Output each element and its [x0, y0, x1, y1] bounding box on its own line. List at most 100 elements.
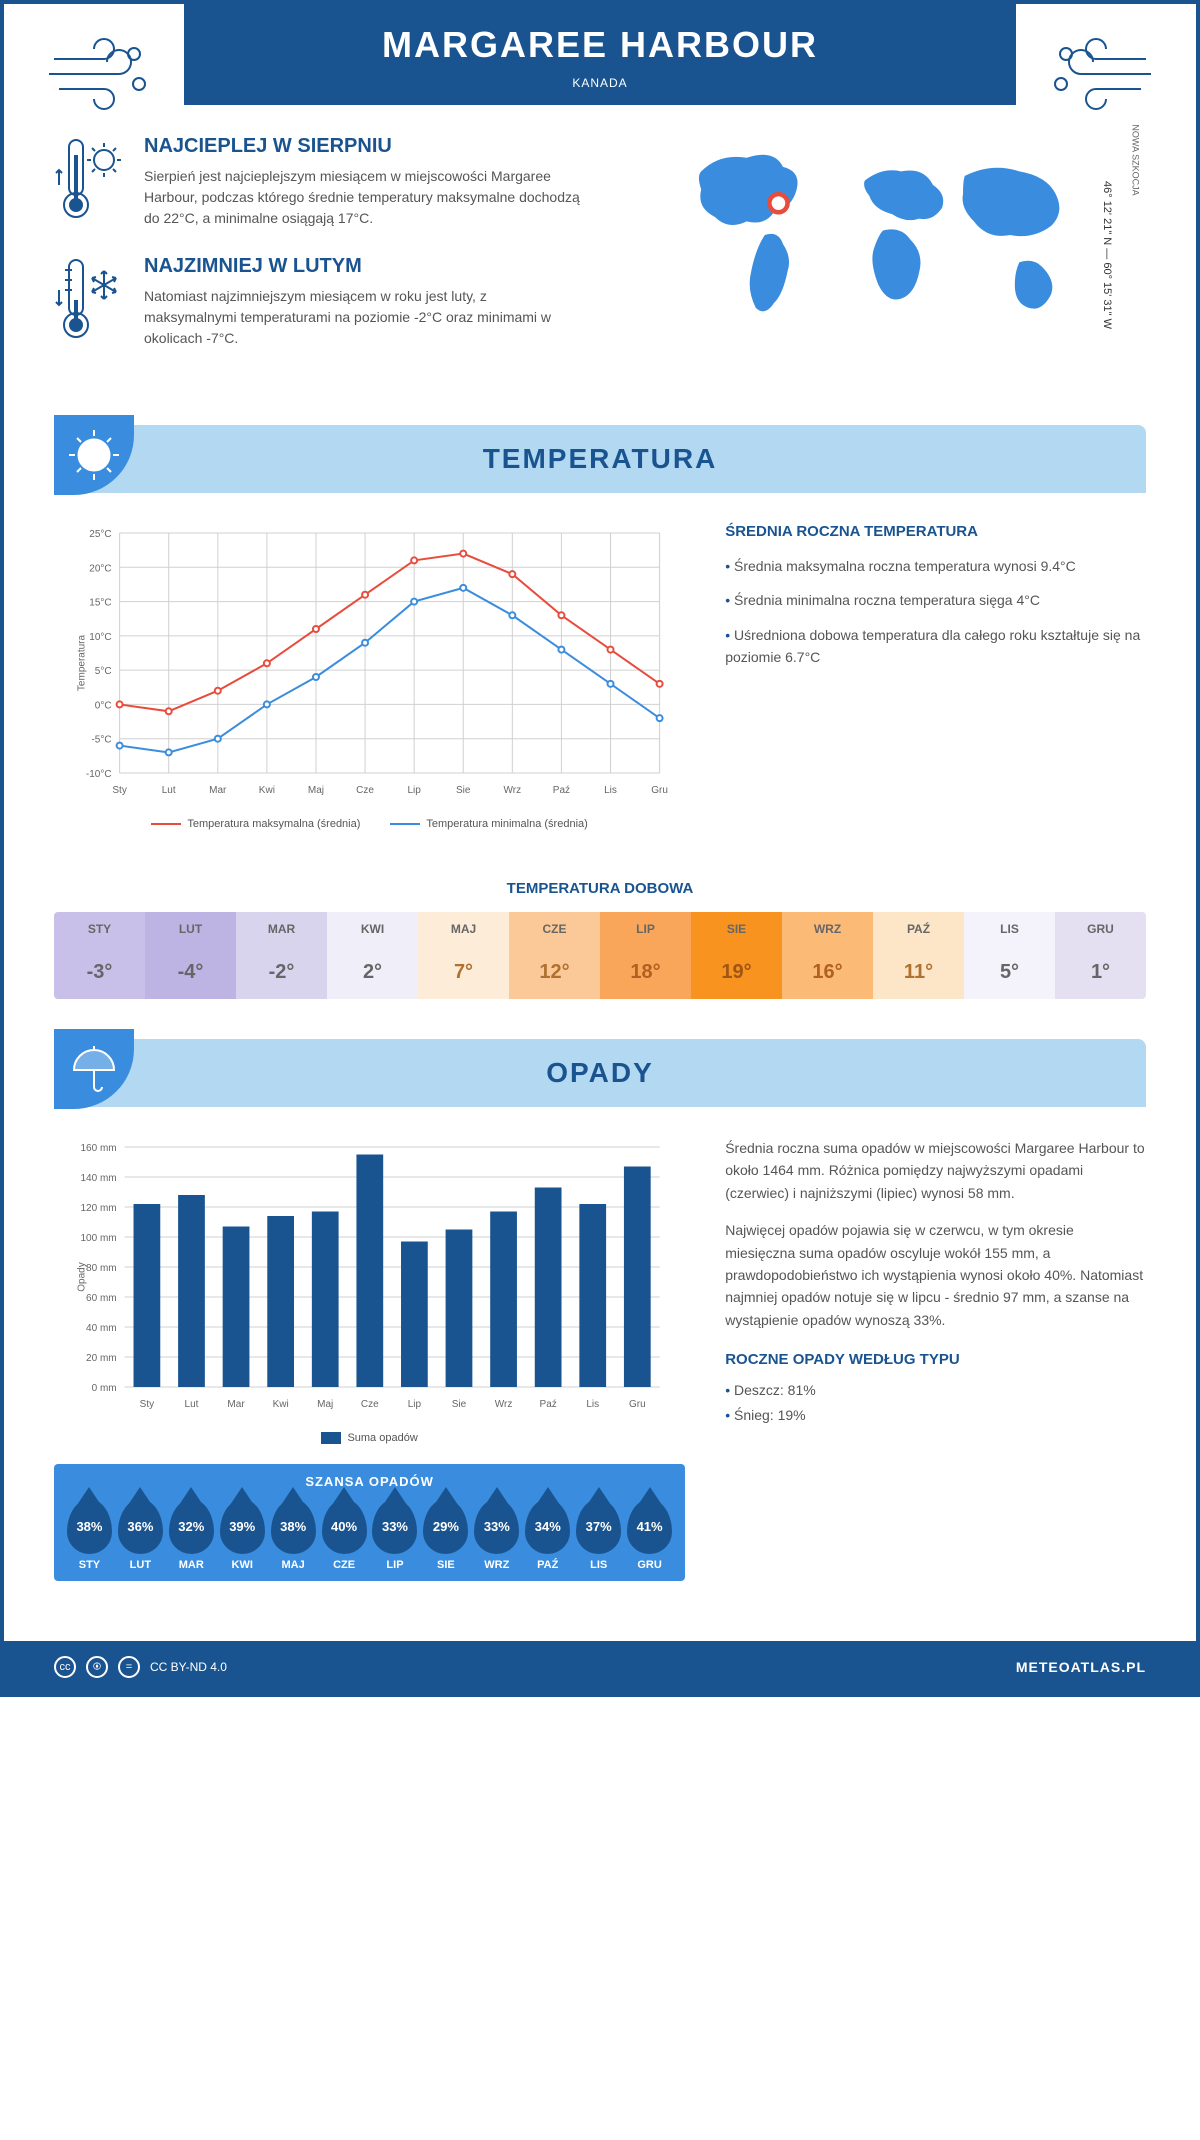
- temp-cell-value: 19°: [691, 946, 782, 999]
- temp-cell: LUT-4°: [145, 912, 236, 999]
- temp-cell: LIP18°: [600, 912, 691, 999]
- svg-text:60 mm: 60 mm: [86, 1293, 117, 1304]
- temp-cell-month: SIE: [691, 912, 782, 946]
- coldest-title: NAJZIMNIEJ W LUTYM: [144, 255, 580, 278]
- daily-temp-title: TEMPERATURA DOBOWA: [4, 880, 1196, 897]
- hottest-text: Sierpień jest najcieplejszym miesiącem w…: [144, 166, 580, 229]
- svg-text:Lip: Lip: [407, 785, 421, 796]
- sun-icon: [54, 415, 134, 495]
- svg-text:0°C: 0°C: [95, 700, 112, 711]
- temperature-body: -10°C-5°C0°C5°C10°C15°C20°C25°CStyLutMar…: [4, 493, 1196, 860]
- svg-text:Lut: Lut: [162, 785, 176, 796]
- cc-icon: cc: [54, 1656, 76, 1678]
- chance-month: CZE: [322, 1559, 367, 1571]
- temp-cell-month: PAŹ: [873, 912, 964, 946]
- by-icon: 🅯: [86, 1656, 108, 1678]
- chance-item: 40%CZE: [322, 1499, 367, 1571]
- umbrella-icon: [54, 1029, 134, 1109]
- rain-drop-icon: 33%: [474, 1499, 519, 1554]
- chance-month: GRU: [627, 1559, 672, 1571]
- rain-drop-icon: 32%: [169, 1499, 214, 1554]
- temp-cell: PAŹ11°: [873, 912, 964, 999]
- svg-text:Opady: Opady: [77, 1262, 88, 1291]
- temp-bullet: Średnia minimalna roczna temperatura się…: [725, 589, 1146, 611]
- temp-bullet: Średnia maksymalna roczna temperatura wy…: [725, 555, 1146, 577]
- temperature-line-chart: -10°C-5°C0°C5°C10°C15°C20°C25°CStyLutMar…: [54, 523, 685, 803]
- temp-cell: WRZ16°: [782, 912, 873, 999]
- temp-cell-value: -4°: [145, 946, 236, 999]
- svg-text:80 mm: 80 mm: [86, 1263, 117, 1274]
- world-map: [620, 135, 1146, 335]
- svg-text:Lut: Lut: [185, 1399, 199, 1410]
- temp-cell-value: -3°: [54, 946, 145, 999]
- rain-paragraph: Najwięcej opadów pojawia się w czerwcu, …: [725, 1219, 1146, 1331]
- rain-drop-icon: 37%: [576, 1499, 621, 1554]
- temp-cell-month: CZE: [509, 912, 600, 946]
- infographic-container: MARGAREE HARBOUR KANADA NAJCIEPLEJ W SIE…: [0, 0, 1200, 1697]
- temp-chart-legend: Temperatura maksymalna (średnia) Tempera…: [54, 818, 685, 830]
- svg-text:Lis: Lis: [604, 785, 617, 796]
- legend-rain-label: Suma opadów: [347, 1432, 417, 1444]
- temp-cell: CZE12°: [509, 912, 600, 999]
- temp-cell-value: 1°: [1055, 946, 1146, 999]
- chance-month: LIP: [372, 1559, 417, 1571]
- chance-month: PAŹ: [525, 1559, 570, 1571]
- footer: cc 🅯 = CC BY-ND 4.0 METEOATLAS.PL: [4, 1641, 1196, 1693]
- svg-text:Sie: Sie: [452, 1399, 467, 1410]
- rain-drop-icon: 29%: [423, 1499, 468, 1554]
- svg-text:Sty: Sty: [112, 785, 126, 796]
- rain-chance-box: SZANSA OPADÓW 38%STY36%LUT32%MAR39%KWI38…: [54, 1464, 685, 1581]
- svg-text:Paź: Paź: [540, 1399, 557, 1410]
- header: MARGAREE HARBOUR KANADA: [184, 4, 1016, 105]
- svg-text:Sty: Sty: [140, 1399, 154, 1410]
- chance-month: STY: [67, 1559, 112, 1571]
- daily-temp-grid: STY-3°LUT-4°MAR-2°KWI2°MAJ7°CZE12°LIP18°…: [54, 912, 1146, 999]
- precipitation-bar-chart: 0 mm20 mm40 mm60 mm80 mm100 mm120 mm140 …: [54, 1137, 685, 1417]
- thermometer-hot-icon: [54, 135, 124, 230]
- chance-month: SIE: [423, 1559, 468, 1571]
- chance-month: LUT: [118, 1559, 163, 1571]
- country-label: KANADA: [184, 76, 1016, 90]
- chance-month: MAJ: [271, 1559, 316, 1571]
- chance-month: KWI: [220, 1559, 265, 1571]
- svg-text:-10°C: -10°C: [86, 769, 112, 780]
- svg-text:-5°C: -5°C: [91, 735, 111, 746]
- temp-cell-month: LIP: [600, 912, 691, 946]
- temp-cell-month: MAJ: [418, 912, 509, 946]
- temp-cell: LIS5°: [964, 912, 1055, 999]
- coldest-fact: NAJZIMNIEJ W LUTYM Natomiast najzimniejs…: [54, 255, 580, 350]
- chance-item: 38%STY: [67, 1499, 112, 1571]
- footer-site: METEOATLAS.PL: [1016, 1659, 1146, 1675]
- temp-bullets: Średnia maksymalna roczna temperatura wy…: [725, 555, 1146, 669]
- chance-item: 39%KWI: [220, 1499, 265, 1571]
- svg-text:100 mm: 100 mm: [80, 1233, 116, 1244]
- chance-item: 33% WRZ: [474, 1499, 519, 1571]
- rain-drop-icon: 33%: [372, 1499, 417, 1554]
- svg-text:Lis: Lis: [586, 1399, 599, 1410]
- rain-drop-icon: 34%: [525, 1499, 570, 1554]
- rain-paragraphs: Średnia roczna suma opadów w miejscowośc…: [725, 1137, 1146, 1331]
- rain-chance-grid: 38%STY36%LUT32%MAR39%KWI38%MAJ40%CZE33%L…: [54, 1499, 685, 1571]
- temp-cell: MAR-2°: [236, 912, 327, 999]
- svg-text:Kwi: Kwi: [273, 1399, 289, 1410]
- svg-text:Maj: Maj: [317, 1399, 333, 1410]
- rain-drop-icon: 38%: [271, 1499, 316, 1554]
- precipitation-body: 0 mm20 mm40 mm60 mm80 mm100 mm120 mm140 …: [4, 1107, 1196, 1611]
- rain-type-list: Deszcz: 81%Śnieg: 19%: [725, 1378, 1146, 1428]
- temp-cell-value: 11°: [873, 946, 964, 999]
- temp-cell: KWI2°: [327, 912, 418, 999]
- temp-cell-value: 2°: [327, 946, 418, 999]
- svg-text:0 mm: 0 mm: [92, 1383, 117, 1394]
- chance-item: 33% LIP: [372, 1499, 417, 1571]
- temp-cell-value: 18°: [600, 946, 691, 999]
- rain-type-title: ROCZNE OPADY WEDŁUG TYPU: [725, 1351, 1146, 1368]
- temp-cell-month: LIS: [964, 912, 1055, 946]
- intro-section: NAJCIEPLEJ W SIERPNIU Sierpień jest najc…: [4, 105, 1196, 405]
- rain-paragraph: Średnia roczna suma opadów w miejscowośc…: [725, 1137, 1146, 1204]
- chance-month: WRZ: [474, 1559, 519, 1571]
- chance-item: 29% SIE: [423, 1499, 468, 1571]
- svg-text:Cze: Cze: [361, 1399, 379, 1410]
- chance-item: 41%GRU: [627, 1499, 672, 1571]
- chance-item: 36%LUT: [118, 1499, 163, 1571]
- footer-license: cc 🅯 = CC BY-ND 4.0: [54, 1656, 227, 1678]
